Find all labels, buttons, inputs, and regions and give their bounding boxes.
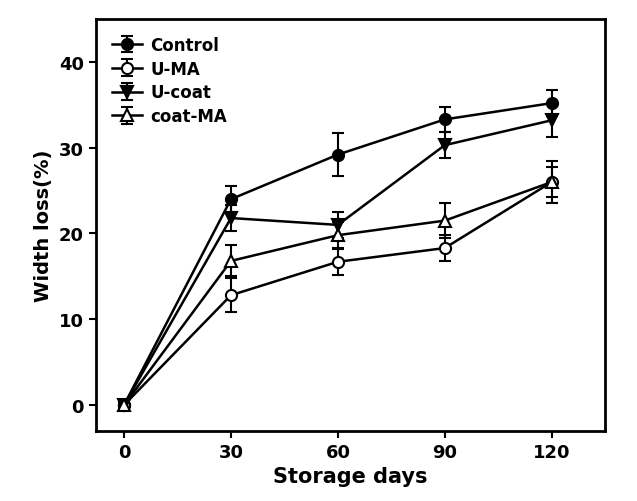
Y-axis label: Width loss(%): Width loss(%) [34, 149, 53, 302]
X-axis label: Storage days: Storage days [273, 466, 427, 486]
Legend: Control, U-MA, U-coat, coat-MA: Control, U-MA, U-coat, coat-MA [106, 30, 234, 133]
